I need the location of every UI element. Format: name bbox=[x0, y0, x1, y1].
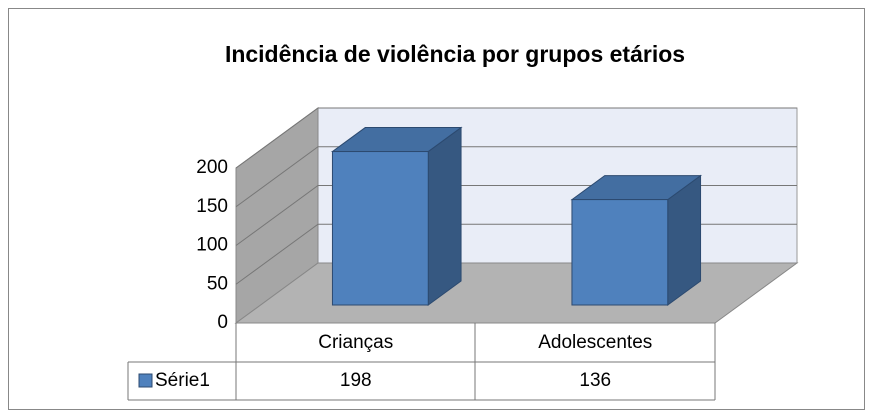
y-tick-label: 0 bbox=[217, 312, 228, 333]
y-tick-label: 200 bbox=[196, 157, 228, 178]
y-tick-label: 150 bbox=[196, 196, 228, 217]
bar bbox=[331, 151, 429, 306]
legend-swatch bbox=[138, 373, 153, 388]
bar bbox=[571, 199, 669, 306]
data-table bbox=[127, 323, 716, 401]
chart-title: Incidência de violência por grupos etári… bbox=[225, 41, 685, 67]
x-tick-label: Crianças bbox=[318, 332, 393, 353]
grid-line bbox=[235, 146, 797, 208]
x-tick-label: Adolescentes bbox=[538, 332, 652, 353]
table-value: 136 bbox=[579, 370, 611, 391]
grid-line bbox=[235, 107, 797, 169]
y-tick-label: 100 bbox=[196, 235, 228, 256]
bar-side bbox=[427, 126, 462, 306]
y-tick-label: 50 bbox=[207, 273, 228, 294]
table-value: 198 bbox=[340, 370, 372, 391]
floor bbox=[234, 262, 799, 324]
legend-label: Série1 bbox=[155, 370, 210, 391]
